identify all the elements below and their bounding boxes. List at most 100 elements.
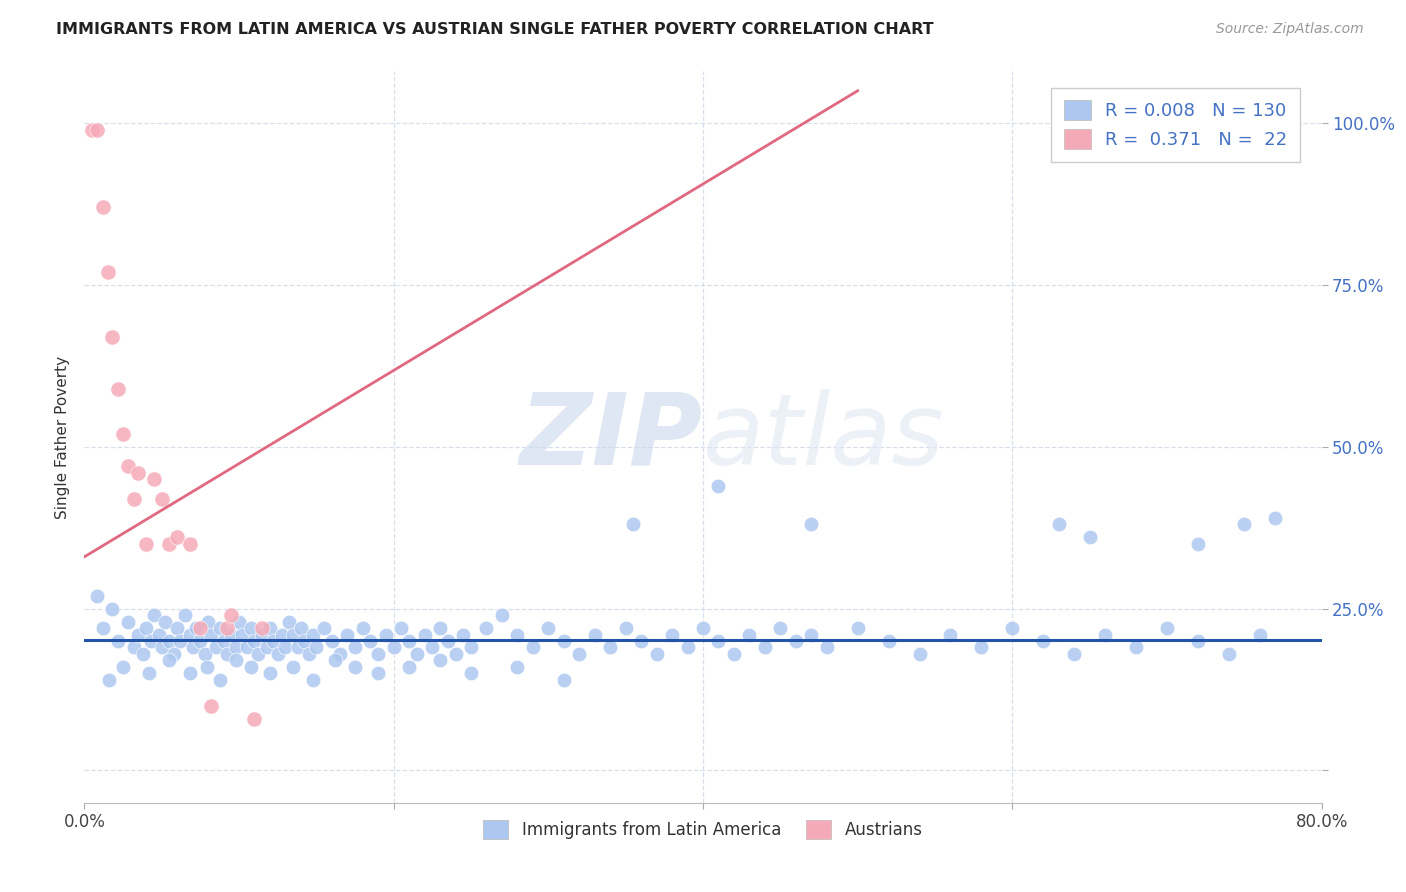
Point bbox=[159, 653, 180, 667]
Point bbox=[150, 491, 173, 506]
Point bbox=[127, 466, 149, 480]
Point bbox=[321, 634, 343, 648]
Point bbox=[159, 537, 180, 551]
Point bbox=[785, 634, 807, 648]
Point bbox=[271, 627, 294, 641]
Point bbox=[274, 640, 297, 655]
Point bbox=[413, 627, 436, 641]
Point bbox=[169, 634, 191, 648]
Point bbox=[290, 621, 312, 635]
Point bbox=[212, 634, 235, 648]
Point bbox=[194, 647, 217, 661]
Point bbox=[277, 615, 299, 629]
Point bbox=[297, 647, 319, 661]
Point bbox=[259, 666, 281, 681]
Point bbox=[91, 621, 114, 635]
Point bbox=[352, 621, 374, 635]
Point bbox=[184, 621, 207, 635]
Point bbox=[1094, 627, 1116, 641]
Text: Source: ZipAtlas.com: Source: ZipAtlas.com bbox=[1216, 22, 1364, 37]
Point bbox=[360, 634, 382, 648]
Point bbox=[568, 647, 591, 661]
Point bbox=[122, 491, 145, 506]
Point bbox=[101, 601, 124, 615]
Point bbox=[444, 647, 467, 661]
Point bbox=[197, 615, 219, 629]
Point bbox=[939, 627, 962, 641]
Point bbox=[174, 608, 197, 623]
Point bbox=[231, 627, 253, 641]
Point bbox=[800, 517, 823, 532]
Point bbox=[117, 615, 139, 629]
Point bbox=[1001, 621, 1024, 635]
Point bbox=[195, 660, 218, 674]
Point bbox=[1187, 537, 1209, 551]
Point bbox=[188, 621, 211, 635]
Y-axis label: Single Father Poverty: Single Father Poverty bbox=[55, 356, 70, 518]
Point bbox=[1047, 517, 1070, 532]
Point bbox=[676, 640, 699, 655]
Legend: Immigrants from Latin America, Austrians: Immigrants from Latin America, Austrians bbox=[477, 814, 929, 846]
Point bbox=[287, 640, 309, 655]
Point bbox=[429, 653, 451, 667]
Point bbox=[312, 621, 335, 635]
Point bbox=[219, 627, 242, 641]
Point bbox=[970, 640, 993, 655]
Point bbox=[153, 615, 176, 629]
Point bbox=[139, 634, 162, 648]
Point bbox=[101, 330, 124, 344]
Point bbox=[1218, 647, 1240, 661]
Point bbox=[215, 621, 238, 635]
Point bbox=[179, 537, 201, 551]
Point bbox=[127, 627, 149, 641]
Point bbox=[262, 634, 284, 648]
Point bbox=[256, 640, 278, 655]
Point bbox=[259, 621, 281, 635]
Point bbox=[522, 640, 544, 655]
Point bbox=[754, 640, 776, 655]
Point bbox=[429, 621, 451, 635]
Point bbox=[179, 666, 201, 681]
Point bbox=[138, 666, 160, 681]
Point bbox=[1187, 634, 1209, 648]
Text: ZIP: ZIP bbox=[520, 389, 703, 485]
Point bbox=[135, 621, 157, 635]
Point bbox=[908, 647, 931, 661]
Point bbox=[148, 627, 170, 641]
Point bbox=[323, 653, 346, 667]
Point bbox=[302, 673, 325, 687]
Point bbox=[205, 640, 228, 655]
Point bbox=[122, 640, 145, 655]
Point bbox=[235, 640, 259, 655]
Point bbox=[599, 640, 621, 655]
Point bbox=[166, 621, 188, 635]
Point bbox=[553, 673, 575, 687]
Point bbox=[846, 621, 869, 635]
Point bbox=[630, 634, 652, 648]
Point bbox=[389, 621, 413, 635]
Point bbox=[250, 627, 273, 641]
Point bbox=[723, 647, 745, 661]
Point bbox=[107, 634, 129, 648]
Point bbox=[367, 647, 389, 661]
Point bbox=[1063, 647, 1085, 661]
Point bbox=[328, 647, 352, 661]
Point bbox=[281, 627, 305, 641]
Point bbox=[215, 647, 238, 661]
Point bbox=[98, 673, 121, 687]
Point bbox=[209, 673, 232, 687]
Point bbox=[537, 621, 560, 635]
Point bbox=[506, 660, 529, 674]
Point bbox=[692, 621, 714, 635]
Point bbox=[117, 459, 139, 474]
Point bbox=[422, 640, 444, 655]
Point bbox=[302, 627, 325, 641]
Point bbox=[621, 517, 644, 532]
Point bbox=[112, 426, 135, 441]
Point bbox=[91, 200, 114, 214]
Point bbox=[382, 640, 405, 655]
Point bbox=[163, 647, 186, 661]
Point bbox=[86, 589, 108, 603]
Point bbox=[453, 627, 475, 641]
Point bbox=[246, 647, 269, 661]
